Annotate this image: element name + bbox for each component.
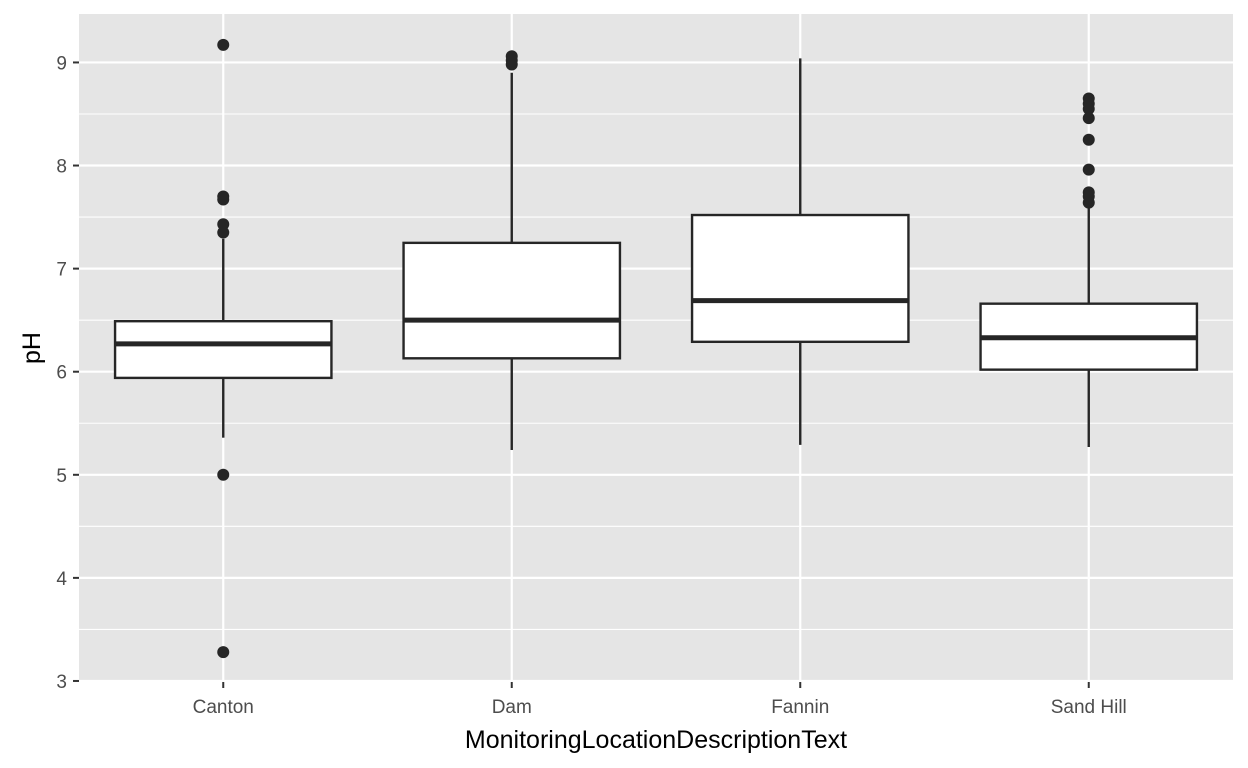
x-axis-title: MonitoringLocationDescriptionText	[465, 726, 847, 754]
y-tick-label: 6	[56, 363, 67, 384]
box-series	[113, 38, 1199, 659]
y-tick-label: 7	[56, 260, 67, 281]
outlier-point	[505, 58, 518, 71]
x-tick-label: Sand Hill	[1051, 697, 1127, 718]
box-group	[113, 38, 333, 659]
outlier-point	[217, 193, 230, 206]
outlier-point	[217, 226, 230, 239]
iqr-box	[690, 213, 910, 344]
box-group	[402, 50, 622, 451]
y-axis-title: pH	[18, 332, 46, 364]
outlier-point	[217, 468, 230, 481]
y-tick-label: 9	[56, 53, 67, 74]
y-tick-label: 8	[56, 157, 67, 178]
outlier-point	[1082, 196, 1095, 209]
y-tick-label: 3	[56, 672, 67, 693]
x-tick-label: Dam	[492, 697, 532, 718]
box-group	[979, 92, 1199, 447]
outlier-point	[217, 218, 230, 231]
y-tick-label: 4	[56, 569, 67, 590]
outlier-point	[1082, 133, 1095, 146]
box-group	[690, 58, 910, 445]
outlier-point	[217, 38, 230, 51]
iqr-box	[113, 319, 333, 380]
iqr-box	[402, 241, 622, 360]
x-tick-label: Fannin	[771, 697, 829, 718]
x-tick-label: Canton	[193, 697, 254, 718]
outlier-point	[1082, 102, 1095, 115]
axes: 3 4 5 6 7 8 9 Canton Dam Fannin Sand Hill	[56, 53, 1126, 718]
outlier-point	[1082, 163, 1095, 176]
y-tick-label: 5	[56, 466, 67, 487]
outlier-point	[217, 646, 230, 659]
outlier-point	[1082, 112, 1095, 125]
